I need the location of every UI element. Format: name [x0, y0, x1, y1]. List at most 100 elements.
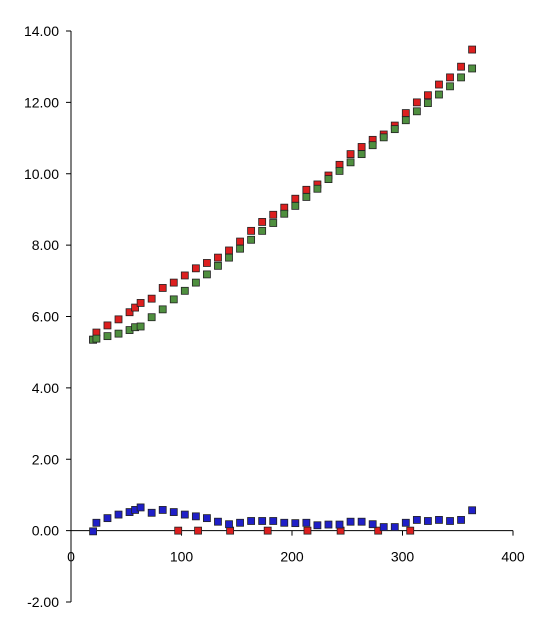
data-point [446, 517, 454, 525]
data-point [92, 334, 101, 343]
data-point [103, 514, 112, 523]
data-point [158, 305, 167, 314]
data-point [280, 518, 289, 527]
data-point [446, 82, 454, 91]
data-point [335, 166, 344, 175]
data-point [236, 518, 244, 527]
axes: -2.00 0.00 2.00 4.00 6.00 8.00 10.00 12.00 14.00… [24, 23, 525, 610]
data-point [203, 514, 211, 523]
data-point [324, 520, 333, 529]
data-point [302, 193, 311, 201]
data-point [390, 125, 399, 134]
data-point [247, 226, 256, 235]
data-point [269, 517, 278, 525]
data-point [346, 158, 355, 167]
data-point [147, 508, 156, 517]
data-point [368, 520, 377, 529]
y-tick-label: 0.00 [32, 523, 59, 539]
data-point [435, 90, 443, 99]
data-point [225, 520, 233, 529]
data-point [324, 175, 333, 184]
y-tick-label: 2.00 [32, 451, 59, 467]
data-point [225, 246, 233, 255]
data-point [379, 523, 388, 531]
data-point [158, 506, 167, 514]
data-point [457, 62, 465, 71]
data-point [169, 278, 178, 287]
data-point [468, 506, 477, 515]
data-point [247, 235, 256, 244]
series-2 [89, 503, 477, 536]
data-point [457, 73, 465, 82]
y-tick-label: 6.00 [32, 309, 59, 325]
data-point [114, 510, 123, 519]
data-point [180, 510, 189, 519]
series-0 [89, 45, 477, 535]
data-point [136, 503, 145, 512]
x-tick-label: 400 [501, 549, 525, 565]
data-point [302, 185, 311, 194]
data-point [357, 143, 366, 151]
data-point [191, 512, 200, 521]
data-point [226, 526, 235, 535]
data-point [424, 99, 432, 107]
data-point [203, 259, 211, 267]
data-point [114, 315, 123, 324]
data-point [435, 516, 443, 524]
data-point [401, 116, 410, 125]
data-point [269, 219, 278, 227]
data-point [313, 184, 322, 193]
x-tick-label: 0 [67, 549, 75, 565]
data-point [406, 526, 415, 535]
data-point [125, 308, 134, 317]
data-point [379, 133, 388, 142]
data-point [247, 517, 256, 525]
data-point [468, 64, 477, 73]
data-point [412, 516, 421, 524]
data-point [136, 322, 145, 331]
data-point [335, 520, 344, 529]
data-point [357, 517, 366, 526]
data-point [103, 321, 112, 330]
data-point [169, 508, 178, 516]
data-point [225, 253, 233, 262]
data-point [258, 517, 267, 525]
data-point [236, 237, 244, 246]
data-point [258, 226, 267, 235]
data-point [191, 264, 200, 273]
data-point [263, 526, 272, 535]
data-point [89, 527, 97, 536]
data-point [401, 109, 410, 117]
data-point [291, 201, 300, 210]
data-point [147, 313, 156, 322]
data-point [291, 194, 300, 203]
data-point [203, 270, 211, 279]
data-point [214, 261, 222, 270]
data-point [401, 518, 410, 527]
data-point [457, 516, 465, 524]
data-point [468, 45, 477, 54]
data-point [180, 286, 189, 295]
data-point [194, 526, 202, 535]
data-point [131, 303, 139, 312]
data-point [214, 517, 222, 526]
y-tick-label: 12.00 [24, 94, 59, 110]
data-point [303, 526, 312, 535]
data-point [412, 98, 421, 107]
data-point [346, 150, 355, 159]
data-point [435, 80, 443, 89]
x-tick-label: 100 [170, 549, 194, 565]
data-point [446, 73, 454, 82]
data-point [280, 209, 289, 218]
y-tick-label: 10.00 [24, 166, 59, 182]
data-point [114, 329, 123, 338]
data-point [313, 521, 322, 530]
data-point [103, 332, 112, 341]
data-point [412, 107, 421, 116]
data-point [424, 91, 432, 100]
data-point [191, 278, 200, 287]
y-tick-label: 14.00 [24, 23, 59, 39]
data-point [346, 517, 355, 526]
y-tick-label: -2.00 [27, 594, 59, 610]
